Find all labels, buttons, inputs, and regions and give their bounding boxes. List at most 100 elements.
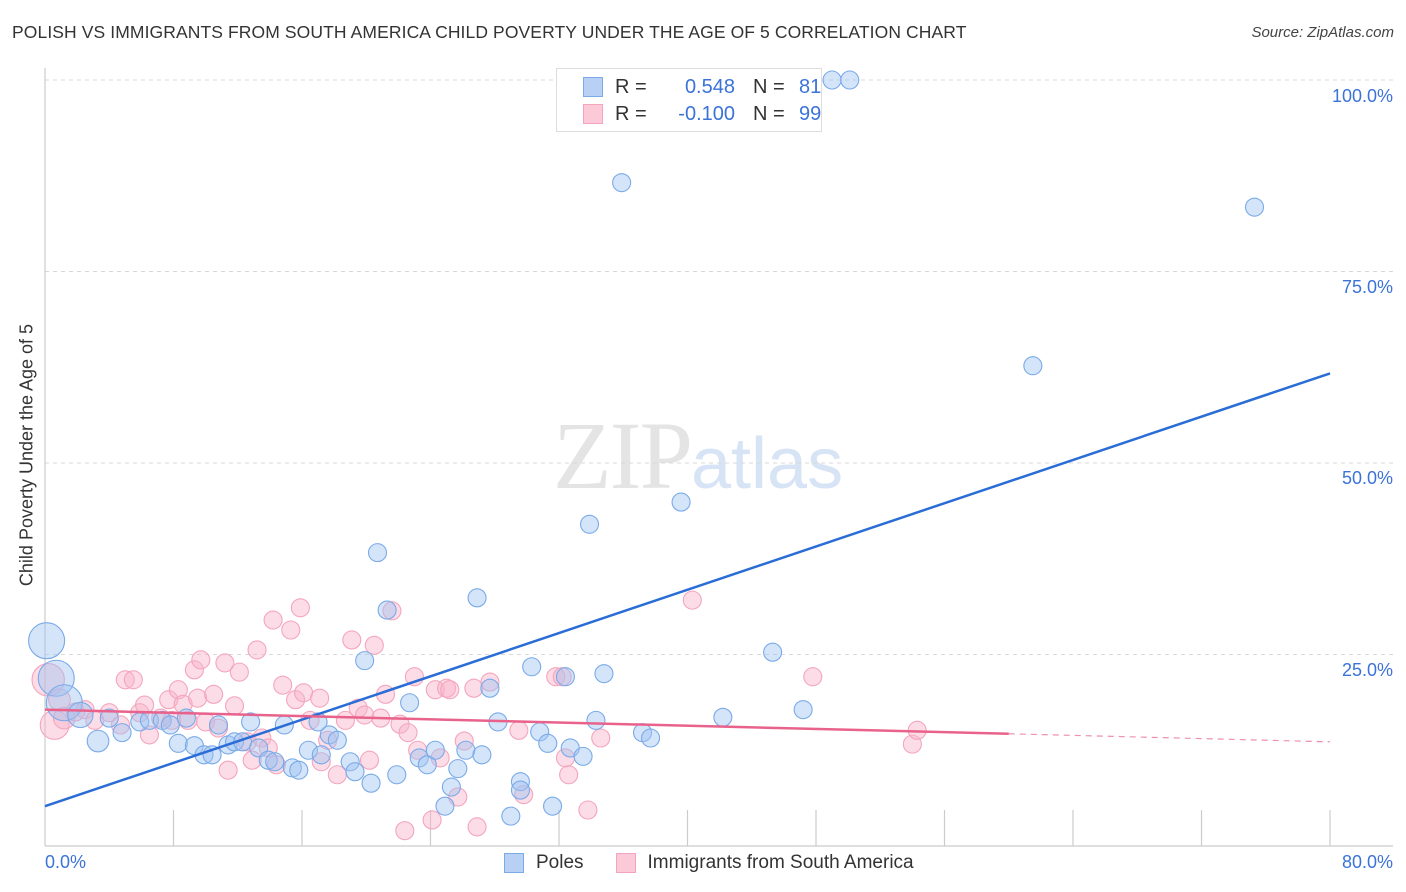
immigrants-point: [467, 817, 487, 837]
poles-point: [311, 745, 331, 765]
immigrants-legend-swatch: [615, 853, 636, 873]
poles-point: [160, 715, 180, 735]
immigrants-point: [591, 728, 611, 748]
poles-point: [538, 733, 558, 753]
immigrants-point: [464, 678, 484, 698]
correlation-legend: R = 0.548 N = 81 R = -0.100 N = 99: [556, 68, 822, 132]
y-tick-label-75: 75.0%: [1341, 277, 1393, 297]
poles-point: [612, 173, 632, 193]
poles-point: [713, 707, 733, 727]
poles-point: [1244, 197, 1265, 217]
poles-point: [265, 752, 285, 772]
poles-point: [822, 70, 842, 90]
immigrants-point: [229, 662, 249, 682]
poles-swatch: [583, 77, 603, 97]
poles-point: [361, 773, 381, 793]
immigrants-legend-label: Immigrants from South America: [647, 852, 914, 873]
r-label: R =: [615, 75, 647, 98]
poles-point: [456, 740, 476, 760]
r-value: 0.548: [684, 75, 735, 98]
poles-point: [1023, 356, 1043, 376]
poles-point: [86, 729, 110, 753]
r-value: -0.100: [678, 102, 735, 125]
poles-point: [425, 740, 445, 760]
immigrants-trend-line: [44, 708, 1009, 736]
immigrants-point: [281, 620, 301, 640]
poles-point: [168, 733, 188, 753]
immigrants-point: [286, 690, 306, 710]
poles-point: [367, 543, 388, 563]
immigrants-point: [440, 680, 460, 700]
poles-point: [67, 701, 94, 729]
poles-point: [241, 712, 261, 732]
immigrants-point: [422, 810, 442, 830]
poles-legend-swatch: [504, 853, 524, 873]
immigrants-point: [242, 750, 262, 770]
immigrants-point: [682, 590, 702, 610]
y-tick-label-100: 100.0%: [1331, 86, 1393, 106]
immigrants-point: [218, 760, 238, 780]
immigrants-point: [168, 680, 188, 700]
poles-point: [840, 70, 860, 90]
poles-point: [472, 745, 492, 765]
n-value: 81: [799, 75, 822, 98]
poles-point: [289, 760, 309, 780]
n-label: N =: [753, 102, 785, 125]
poles-point: [467, 588, 487, 608]
poles-point: [594, 664, 614, 684]
immigrants-point: [184, 660, 204, 680]
immigrants-point: [247, 640, 267, 660]
immigrants-point: [139, 725, 159, 745]
poles-point: [671, 492, 691, 512]
immigrants-point: [578, 800, 598, 820]
poles-point: [510, 772, 531, 792]
x-tick-label-min: 0.0%: [45, 852, 87, 872]
poles-point: [208, 715, 229, 735]
immigrants-point: [159, 690, 179, 710]
poles-point: [441, 777, 461, 797]
immigrants-point: [546, 667, 566, 687]
poles-point: [510, 780, 531, 800]
immigrants-point: [204, 684, 224, 704]
y-tick-label-25: 25.0%: [1341, 660, 1393, 680]
immigrants-point: [273, 675, 293, 695]
immigrants-point: [395, 821, 415, 841]
poles-point: [400, 693, 420, 713]
series-legend: Poles Immigrants from South America: [504, 852, 914, 874]
poles-point: [176, 708, 196, 728]
poles-point: [586, 710, 606, 730]
n-label: N =: [753, 75, 785, 98]
immigrants-point: [263, 610, 283, 630]
poles-point: [543, 796, 563, 816]
poles-point: [37, 659, 75, 697]
immigrants-point: [224, 696, 245, 716]
chart-title: POLISH VS IMMIGRANTS FROM SOUTH AMERICA …: [12, 22, 967, 42]
immigrants-point: [310, 688, 330, 708]
immigrants-point: [188, 688, 208, 708]
watermark-zip: ZIP: [553, 402, 693, 509]
poles-point: [28, 622, 66, 660]
poles-point: [417, 755, 437, 775]
immigrants-point: [448, 787, 468, 807]
immigrants-point: [559, 765, 579, 785]
poles-point: [387, 765, 407, 785]
legend-row-poles: R = 0.548 N = 81: [583, 74, 821, 100]
watermark-atlas: atlas: [691, 424, 844, 504]
poles-point: [298, 740, 318, 760]
poles-point: [340, 752, 360, 772]
immigrants-point: [31, 663, 65, 697]
n-value: 99: [799, 102, 822, 125]
poles-point: [345, 762, 365, 782]
source-label: Source: ZipAtlas.com: [1251, 24, 1394, 41]
poles-trend-line: [44, 372, 1331, 808]
immigrants-swatch: [583, 104, 603, 124]
immigrants-point: [437, 678, 457, 698]
poles-point: [327, 730, 347, 750]
immigrants-point: [115, 670, 135, 690]
poles-point: [763, 642, 783, 662]
immigrants-point: [311, 752, 331, 772]
y-tick-label-50: 50.0%: [1341, 468, 1393, 488]
immigrants-point: [294, 683, 314, 703]
legend-row-immigrants: R = -0.100 N = 99: [583, 101, 821, 127]
